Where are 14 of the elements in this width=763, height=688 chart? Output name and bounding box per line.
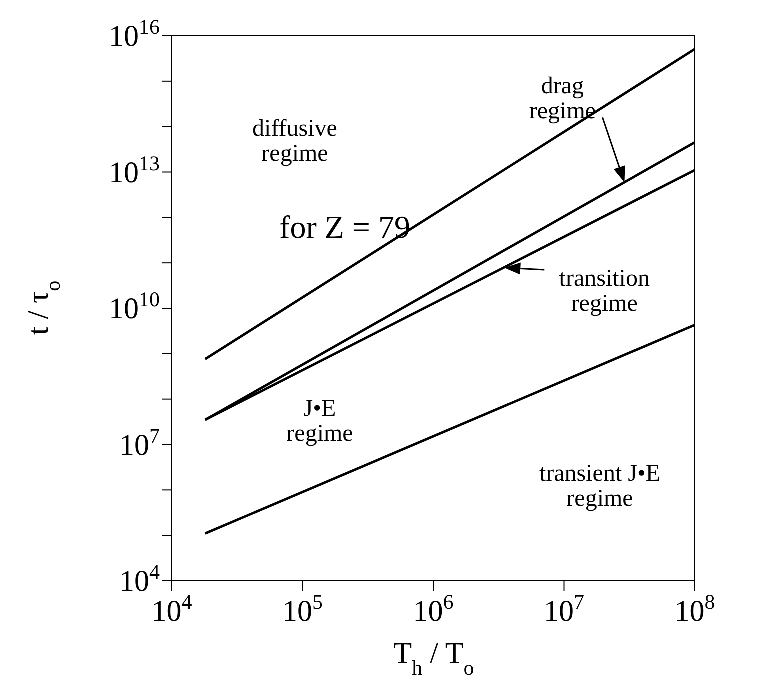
x-tick-label: 10$^{5}$ xyxy=(282,590,323,628)
annotation: transient J•E regime xyxy=(539,460,661,512)
y-tick-label: 10$^{10}$ xyxy=(109,288,160,326)
x-axis-title: T$_{h}$ / T$_{o}$ xyxy=(394,637,474,680)
annotation: diffusive regime xyxy=(252,116,338,167)
x-tick-label: 10$^{8}$ xyxy=(674,590,716,628)
x-tick-label: 10$^{7}$ xyxy=(544,590,584,628)
y-tick-label: 10$^{13}$ xyxy=(109,151,160,190)
y-tick-label: 10$^{7}$ xyxy=(120,424,160,462)
annotation: J•E regime xyxy=(286,396,354,447)
x-tick-label: 10$^{6}$ xyxy=(413,590,454,628)
annotation: drag regime xyxy=(529,73,596,125)
annotation: transition regime xyxy=(559,266,650,317)
y-tick-label: 10$^{16}$ xyxy=(109,15,160,53)
